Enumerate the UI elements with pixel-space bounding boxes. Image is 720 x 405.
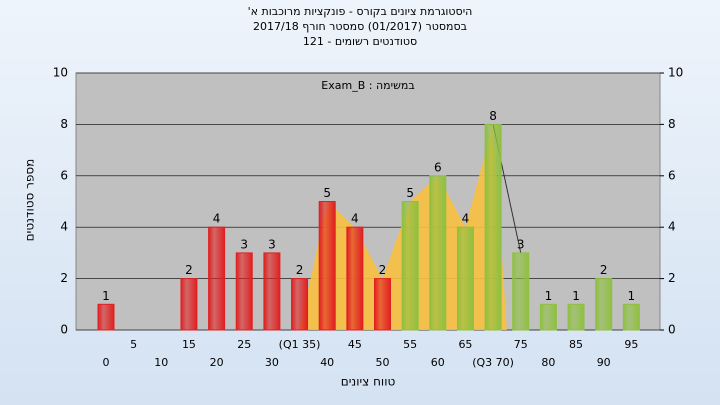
y2-tick-label: 6 (668, 168, 676, 182)
x-tick-label: 85 (569, 338, 583, 351)
bar (512, 252, 530, 331)
x-tick-label: 65 (458, 338, 472, 351)
data-label: 6 (434, 160, 442, 174)
x-tick-label: 50 (376, 356, 390, 369)
data-label: 1 (572, 289, 580, 303)
data-label: 4 (351, 212, 359, 226)
y-tick-label: 10 (53, 66, 68, 80)
bar (456, 226, 474, 331)
data-label: 2 (185, 263, 193, 277)
x-tick-label: 90 (597, 356, 611, 369)
bar (208, 226, 226, 331)
bar (318, 201, 336, 331)
y-tick-label: 8 (60, 117, 68, 131)
data-label: 5 (406, 186, 414, 200)
title-line: סטודנטים רשומים - 121 (303, 35, 417, 48)
data-label: 4 (462, 212, 470, 226)
y-tick-label: 4 (60, 220, 68, 234)
data-label: 3 (240, 237, 248, 251)
bar (180, 278, 198, 331)
data-label: 2 (379, 263, 387, 277)
x-tick-label: 5 (130, 338, 137, 351)
title-line: היסטוגרמת ציונים בקורס - פונקציות מרוכבו… (248, 5, 473, 18)
data-label: 1 (545, 289, 553, 303)
bar (97, 303, 115, 331)
bar (484, 123, 502, 331)
data-label: 2 (296, 263, 304, 277)
x-tick-label: 80 (541, 356, 555, 369)
bar (374, 278, 391, 331)
bar (539, 303, 557, 331)
y2-tick-label: 4 (668, 220, 676, 234)
bar (622, 303, 640, 331)
y-tick-label: 6 (60, 168, 68, 182)
bar (401, 201, 419, 331)
x-tick-label: 20 (210, 356, 224, 369)
data-label: 1 (102, 289, 110, 303)
y-tick-label: 2 (60, 271, 68, 285)
y2-tick-label: 0 (668, 323, 676, 337)
x-tick-label: 40 (320, 356, 334, 369)
x-tick-label: (Q1 35) (279, 338, 321, 351)
bar (263, 252, 281, 331)
bar (595, 278, 613, 331)
x-tick-label: (Q3 70) (472, 356, 514, 369)
y2-tick-label: 2 (668, 271, 676, 285)
x-tick-label: 15 (182, 338, 196, 351)
annotation: במשימה : Exam_B (321, 79, 414, 92)
x-tick-label: 55 (403, 338, 417, 351)
x-tick-label: 25 (237, 338, 251, 351)
x-tick-label: 10 (154, 356, 168, 369)
x-axis-label: טווח ציונים (341, 375, 396, 389)
title-line: בסמסטר (01/2017) סמסטר חורף 2017/18 (253, 20, 467, 33)
x-tick-label: 95 (624, 338, 638, 351)
data-label: 2 (600, 263, 608, 277)
data-label: 8 (489, 109, 497, 123)
x-tick-label: 60 (431, 356, 445, 369)
x-tick-label: 0 (103, 356, 110, 369)
bar (429, 175, 447, 331)
x-tick-label: 30 (265, 356, 279, 369)
x-tick-label: 75 (514, 338, 528, 351)
data-label: 1 (628, 289, 636, 303)
bar (567, 303, 585, 331)
x-tick-label: 45 (348, 338, 362, 351)
y-tick-label: 0 (60, 323, 68, 337)
y2-tick-label: 10 (668, 66, 683, 80)
data-label: 5 (323, 186, 331, 200)
bar (346, 226, 364, 331)
data-label: 3 (517, 237, 525, 251)
data-label: 3 (268, 237, 276, 251)
data-label: 4 (213, 212, 221, 226)
y-axis-label: מספר סטודנטים (23, 159, 37, 242)
bar (291, 278, 309, 331)
bar (235, 252, 253, 331)
y2-tick-label: 8 (668, 117, 676, 131)
